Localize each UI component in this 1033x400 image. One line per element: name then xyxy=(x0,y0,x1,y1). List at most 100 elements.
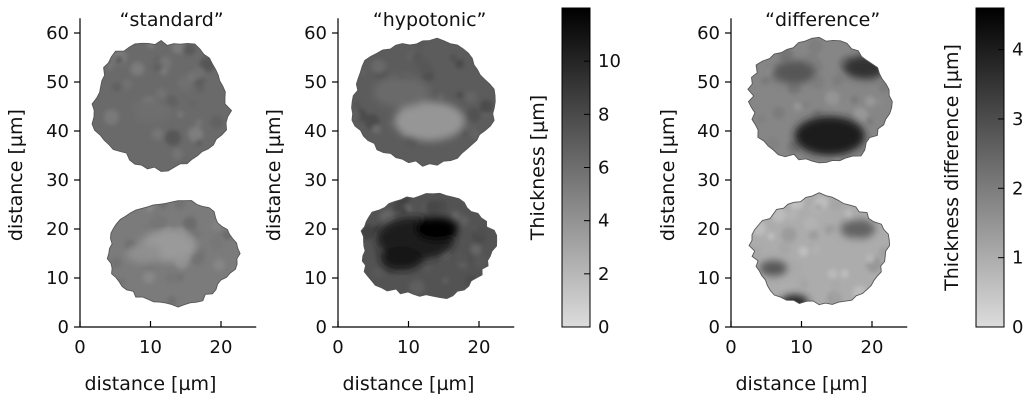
texture-blob xyxy=(110,257,122,269)
texture-blob xyxy=(351,109,361,121)
y-tick-label: 60 xyxy=(697,23,720,44)
texture-blob xyxy=(425,200,440,216)
texture-blob xyxy=(811,244,822,255)
texture-blob xyxy=(845,210,853,218)
colorbar-tick-label: 2 xyxy=(1012,178,1023,199)
y-axis-label: distance [µm] xyxy=(5,109,27,241)
texture-blob xyxy=(103,109,119,125)
texture-blob xyxy=(765,137,780,151)
colorbar-tick-label: 8 xyxy=(598,104,609,125)
texture-blob xyxy=(827,269,838,279)
texture-blob xyxy=(778,47,793,62)
texture-blob xyxy=(787,209,798,221)
texture-blob xyxy=(152,207,160,215)
texture-blob xyxy=(195,119,203,127)
x-tick-label: 10 xyxy=(790,337,813,358)
cell-1 xyxy=(92,40,232,172)
cell-2 xyxy=(749,192,890,305)
cell-spot xyxy=(373,76,430,108)
x-tick-label: 20 xyxy=(468,337,491,358)
cell-spot xyxy=(125,243,162,264)
colorbar-thickness: 0 2 4 6 8 10 Thickness [µm] xyxy=(527,7,621,338)
texture-blob xyxy=(875,97,884,106)
x-tick-label: 10 xyxy=(139,337,162,358)
texture-blob xyxy=(151,215,168,231)
texture-blob xyxy=(190,272,199,281)
axes xyxy=(74,18,257,328)
cell-outline xyxy=(106,200,241,308)
colorbar-tick-label: 4 xyxy=(1012,40,1023,61)
colorbar-tick-label: 3 xyxy=(1012,109,1023,130)
colorbar-label: Thickness [µm] xyxy=(527,95,549,241)
texture-blob xyxy=(371,59,386,74)
texture-blob xyxy=(112,82,122,92)
cell-spot xyxy=(780,294,809,305)
y-tick-label: 20 xyxy=(697,219,720,240)
texture-blob xyxy=(152,128,164,140)
texture-blob xyxy=(122,79,133,90)
colorbar-tick-label: 6 xyxy=(598,158,609,179)
y-axis-label: distance [µm] xyxy=(263,109,285,241)
texture-blob xyxy=(190,251,205,265)
texture-blob xyxy=(353,100,361,108)
texture-blob xyxy=(437,93,444,101)
texture-blob xyxy=(373,225,381,233)
cell-spot xyxy=(759,260,788,277)
texture-blob xyxy=(761,77,770,85)
texture-blob xyxy=(105,62,114,70)
y-tick-label: 10 xyxy=(46,268,69,289)
texture-blob xyxy=(213,258,226,271)
texture-blob xyxy=(422,262,432,272)
x-tick-label: 10 xyxy=(397,337,420,358)
texture-blob xyxy=(145,262,155,272)
texture-blob xyxy=(479,99,494,114)
y-tick-label: 30 xyxy=(304,170,327,191)
texture-blob xyxy=(165,95,178,108)
texture-blob xyxy=(209,236,224,250)
cell-outline xyxy=(351,37,496,167)
texture-blob xyxy=(865,254,875,263)
x-axis-label: distance [µm] xyxy=(736,373,868,395)
texture-blob xyxy=(470,130,480,139)
texture-blob xyxy=(778,242,791,255)
texture-blob xyxy=(177,111,184,118)
texture-blob xyxy=(152,62,163,73)
texture-blob xyxy=(470,244,482,256)
texture-blob xyxy=(832,74,844,86)
texture-blob xyxy=(864,96,876,107)
y-tick-label: 60 xyxy=(304,23,327,44)
texture-blob xyxy=(450,211,461,221)
y-tick-label: 60 xyxy=(46,23,69,44)
texture-blob xyxy=(457,253,469,265)
texture-blob xyxy=(803,216,818,231)
y-tick-label: 50 xyxy=(46,72,69,93)
texture-blob xyxy=(411,51,425,65)
texture-blob xyxy=(222,231,232,241)
texture-blob xyxy=(749,245,762,260)
texture-blob xyxy=(805,51,819,65)
panel-title: “hypotonic” xyxy=(373,9,487,31)
y-tick-label: 0 xyxy=(58,317,69,338)
texture-blob xyxy=(853,107,869,123)
texture-blob xyxy=(810,75,825,90)
texture-blob xyxy=(803,101,810,108)
x-tick-label: 20 xyxy=(210,337,233,358)
colorbar-tick-label: 1 xyxy=(1012,248,1023,269)
y-tick-label: 0 xyxy=(316,317,327,338)
y-tick-label: 20 xyxy=(304,219,327,240)
texture-blob xyxy=(830,229,845,245)
colorbar-difference: 0 1 2 3 4 Thickness difference [µm] xyxy=(941,7,1023,338)
texture-blob xyxy=(830,279,841,290)
texture-blob xyxy=(196,84,205,94)
texture-blob xyxy=(771,207,786,223)
x-axis-label: distance [µm] xyxy=(85,373,217,395)
texture-blob xyxy=(767,232,775,240)
texture-blob xyxy=(456,91,463,99)
texture-blob xyxy=(167,296,177,306)
texture-blob xyxy=(172,148,183,160)
cell-outline xyxy=(360,192,498,299)
x-tick-label: 20 xyxy=(861,337,884,358)
texture-blob xyxy=(825,90,840,106)
texture-blob xyxy=(192,66,206,80)
